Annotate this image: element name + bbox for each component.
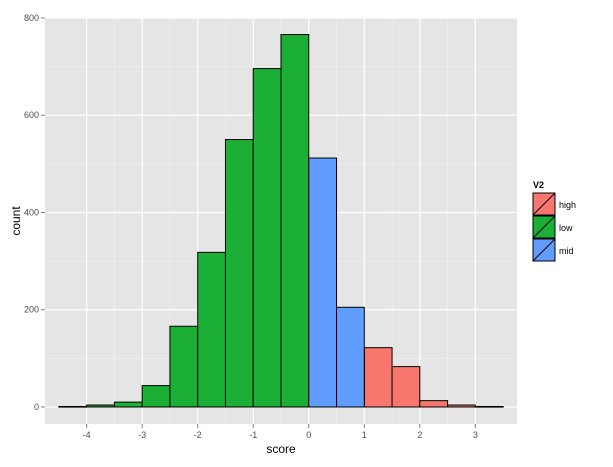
legend-label-mid: mid	[559, 246, 574, 256]
y-tick-label: 800	[24, 13, 39, 23]
histogram-bar-low	[280, 34, 310, 408]
x-axis-title: score	[266, 442, 296, 456]
y-tick-label: 0	[34, 402, 39, 412]
histogram-bar-high	[391, 366, 421, 408]
histogram-bar-high	[447, 404, 476, 408]
histogram-bar-low	[141, 385, 171, 408]
axis-ticks: -4 -3 -2 -1 0 1 2 3 0 200 400 600 800	[24, 13, 478, 440]
histogram-bars	[58, 34, 504, 408]
x-tick-label: -2	[194, 430, 202, 440]
histogram-bar-low	[58, 405, 88, 408]
legend-key-slash-mid	[532, 238, 556, 262]
legend: V2 high low mid	[532, 180, 576, 262]
histogram-bar-low	[86, 404, 115, 408]
legend-title: V2	[533, 180, 544, 190]
histogram-bar-low	[252, 68, 282, 408]
legend-label-high: high	[559, 200, 576, 210]
x-tick-label: 3	[473, 430, 478, 440]
y-tick-label: 600	[24, 110, 39, 120]
histogram-bar-low	[113, 401, 143, 408]
histogram-bar-high	[474, 405, 504, 408]
histogram-bar-high	[363, 347, 393, 408]
histogram-bar-mid	[336, 306, 365, 408]
histogram-bar-low	[224, 139, 254, 408]
x-tick-label: -4	[83, 430, 91, 440]
x-tick-label: 0	[306, 430, 311, 440]
histogram-bar-high	[419, 400, 449, 408]
x-tick-label: 2	[417, 430, 422, 440]
x-tick-label: -3	[138, 430, 146, 440]
histogram-bar-low	[169, 325, 199, 408]
y-tick-label: 400	[24, 207, 39, 217]
y-axis-title: count	[9, 206, 23, 236]
histogram-bar-low	[197, 251, 226, 408]
legend-key-slash-high	[532, 192, 556, 216]
legend-label-low: low	[559, 223, 573, 233]
x-tick-label: -1	[249, 430, 257, 440]
x-tick-label: 1	[362, 430, 367, 440]
histogram-bar-mid	[308, 157, 338, 408]
y-tick-label: 200	[24, 305, 39, 315]
legend-key-slash-low	[532, 215, 556, 239]
